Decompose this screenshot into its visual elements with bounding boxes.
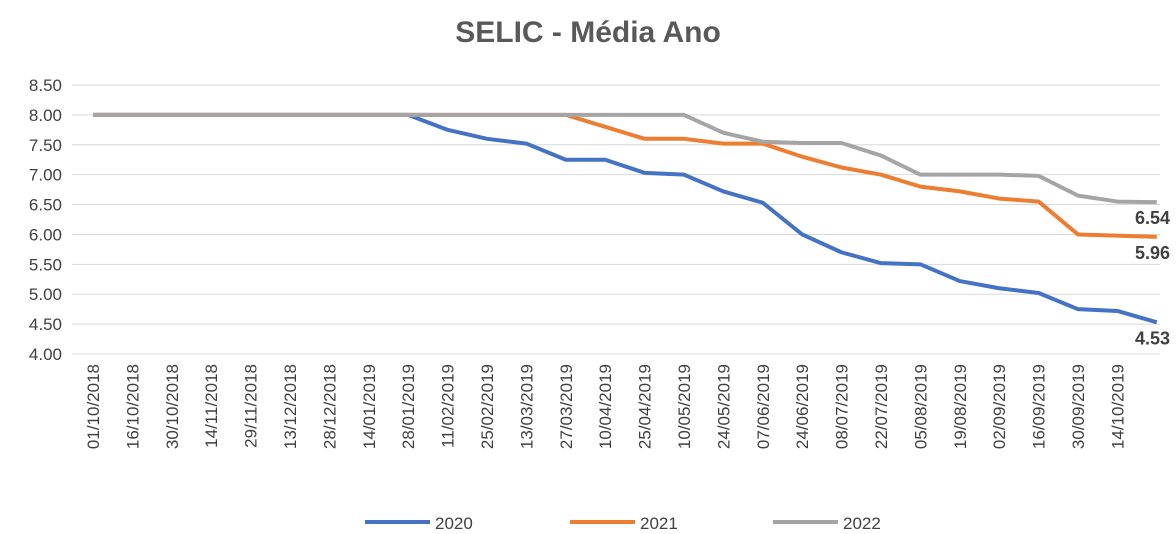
legend-label: 2021 [640, 514, 678, 533]
y-tick-label: 8.50 [29, 76, 62, 95]
x-tick-label: 27/03/2019 [557, 364, 576, 449]
chart-title: SELIC - Média Ano [455, 16, 721, 49]
x-tick-label: 19/08/2019 [951, 364, 970, 449]
x-tick-label: 24/05/2019 [714, 364, 733, 449]
y-tick-label: 4.50 [29, 315, 62, 334]
x-tick-label: 07/06/2019 [754, 364, 773, 449]
y-tick-label: 7.50 [29, 136, 62, 155]
x-tick-label: 14/10/2019 [1108, 364, 1127, 449]
data-label: 4.53 [1135, 328, 1170, 348]
x-tick-label: 08/07/2019 [833, 364, 852, 449]
y-tick-label: 5.00 [29, 285, 62, 304]
data-label: 6.54 [1135, 208, 1170, 228]
x-tick-label: 05/08/2019 [911, 364, 930, 449]
y-tick-label: 6.00 [29, 225, 62, 244]
y-tick-label: 5.50 [29, 255, 62, 274]
x-tick-label: 25/02/2019 [478, 364, 497, 449]
x-tick-label: 29/11/2018 [242, 364, 261, 448]
x-tick-label: 16/10/2018 [123, 364, 142, 449]
x-tick-label: 22/07/2019 [872, 364, 891, 449]
x-tick-label: 24/06/2019 [793, 364, 812, 449]
x-tick-label: 14/01/2019 [360, 364, 379, 449]
x-tick-label: 13/12/2018 [281, 364, 300, 449]
legend-label: 2020 [435, 514, 473, 533]
x-tick-label: 02/09/2019 [990, 364, 1009, 449]
x-tick-label: 28/01/2019 [399, 364, 418, 449]
x-tick-label: 11/02/2019 [439, 364, 458, 448]
series-line [93, 112, 1158, 325]
x-tick-label: 10/05/2019 [675, 364, 694, 449]
x-tick-label: 01/10/2018 [84, 364, 103, 449]
y-tick-label: 6.50 [29, 196, 62, 215]
x-tick-label: 30/09/2019 [1069, 364, 1088, 449]
x-tick-label: 28/12/2018 [320, 364, 339, 449]
y-tick-label: 4.00 [29, 345, 62, 364]
x-tick-label: 25/04/2019 [636, 364, 655, 449]
legend-label: 2022 [843, 514, 881, 533]
data-label: 5.96 [1135, 243, 1170, 263]
x-tick-label: 14/11/2018 [202, 364, 221, 448]
x-tick-label: 10/04/2019 [596, 364, 615, 449]
series-line [93, 112, 1157, 205]
y-tick-label: 8.00 [29, 106, 62, 125]
x-tick-label: 30/10/2018 [163, 364, 182, 449]
y-tick-label: 7.00 [29, 166, 62, 185]
x-tick-label: 16/09/2019 [1030, 364, 1049, 449]
x-tick-label: 13/03/2019 [517, 364, 536, 449]
